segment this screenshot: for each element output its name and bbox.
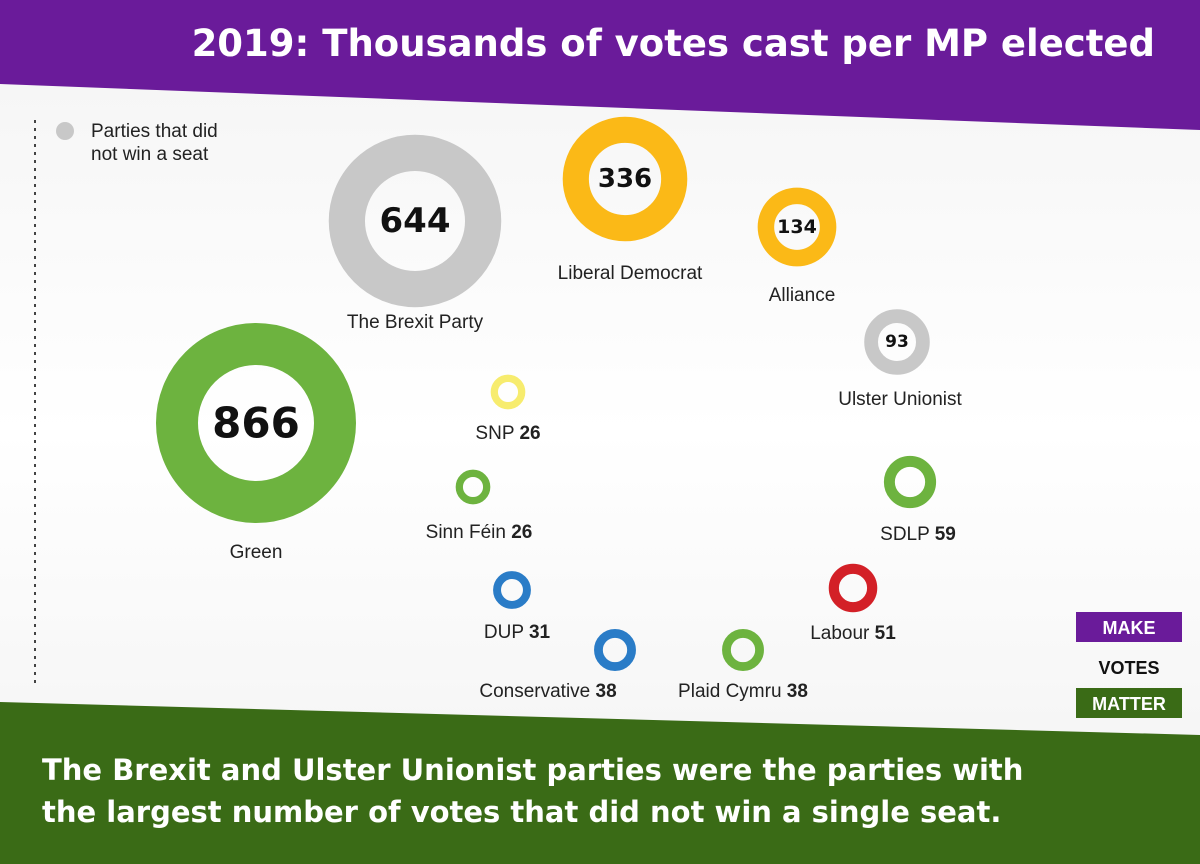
logo-votes-text: VOTES [1098, 658, 1159, 678]
footer-text-line1: The Brexit and Ulster Unionist parties w… [42, 753, 1023, 787]
make-votes-matter-logo: MAKE VOTES MATTER [1076, 612, 1182, 718]
value-the-brexit-party: 644 [380, 201, 451, 241]
label-sinn-fein: Sinn Féin 26 [426, 522, 533, 543]
bubble-plaid-cymru [722, 629, 764, 671]
bubble-labour [828, 563, 878, 613]
logo-matter-text: MATTER [1092, 694, 1166, 714]
label-labour: Labour 51 [810, 623, 896, 644]
footer-text-line2: the largest number of votes that did not… [42, 795, 1001, 829]
bubble-sdlp [883, 455, 937, 509]
bubble-conservative [594, 629, 636, 671]
label-the-brexit-party: The Brexit Party [347, 312, 484, 333]
value-snp: 26 [519, 423, 540, 444]
label-snp: SNP 26 [475, 423, 540, 444]
label-plaid-cymru: Plaid Cymru 38 [678, 681, 808, 702]
header-band [0, 0, 1200, 130]
bubble-dup [493, 571, 531, 609]
value-dup: 31 [529, 622, 551, 643]
logo-make-box [1076, 612, 1182, 642]
label-liberal-democrat: Liberal Democrat [558, 263, 703, 284]
value-labour: 51 [875, 623, 897, 644]
bubble-green [156, 323, 356, 523]
label-conservative: Conservative 38 [479, 681, 616, 702]
bubble-ulster-unionist [864, 309, 930, 375]
legend-dot-icon [56, 122, 74, 140]
bubble-snp [490, 374, 526, 410]
legend-label-line2: not win a seat [91, 144, 209, 165]
value-conservative: 38 [596, 681, 617, 702]
label-ulster-unionist: Ulster Unionist [838, 389, 962, 410]
legend-label-line1: Parties that did [91, 121, 218, 142]
value-ulster-unionist: 93 [885, 332, 909, 352]
value-sdlp: 59 [935, 524, 956, 545]
value-plaid-cymru: 38 [787, 681, 808, 702]
value-sinn-fein: 26 [511, 522, 532, 543]
bubble-sinn-fein [455, 469, 491, 505]
label-green: Green [230, 542, 283, 563]
bubble-alliance [757, 187, 837, 267]
label-dup: DUP 31 [484, 622, 551, 643]
bubble-the-brexit-party [328, 134, 502, 308]
label-alliance: Alliance [769, 285, 836, 306]
logo-matter-box [1076, 688, 1182, 718]
bubble-liberal-democrat [562, 116, 688, 242]
label-sdlp: SDLP 59 [880, 524, 956, 545]
value-alliance: 134 [777, 216, 817, 238]
bubble-chart: 866 Green 644 The Brexit Party 336 Liberal De… [156, 116, 962, 702]
logo-make-text: MAKE [1103, 618, 1156, 638]
value-liberal-democrat: 336 [598, 164, 652, 194]
page-title: 2019: Thousands of votes cast per MP ele… [192, 22, 1155, 65]
value-green: 866 [212, 399, 300, 448]
footer-band [0, 702, 1200, 864]
